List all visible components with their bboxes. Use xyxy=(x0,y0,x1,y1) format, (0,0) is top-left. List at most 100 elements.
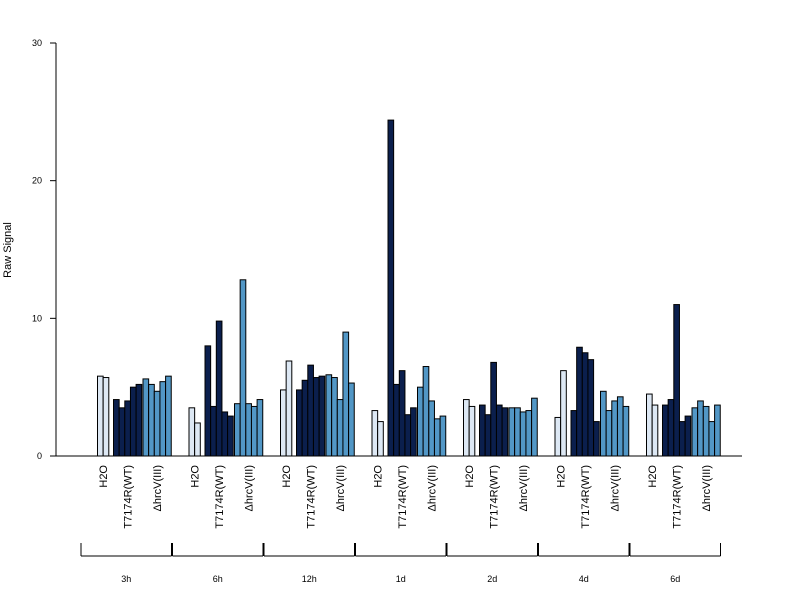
timepoint-label: 1d xyxy=(396,574,406,584)
bar xyxy=(129,386,137,457)
bar xyxy=(227,415,234,457)
bar xyxy=(159,381,167,457)
bar xyxy=(331,377,338,457)
y-axis-label: Raw Signal xyxy=(2,222,14,278)
bar xyxy=(404,414,412,457)
bar xyxy=(417,386,424,457)
bar xyxy=(135,383,143,457)
bar xyxy=(560,370,567,457)
timepoint-label: 12h xyxy=(302,574,317,584)
bar xyxy=(514,407,521,457)
bar xyxy=(102,377,110,457)
y-tick-label: 30 xyxy=(32,38,42,48)
group-label: T7174R(WT) xyxy=(580,465,592,529)
timepoint-brackets: 3h 6h 12h 1d 2d 4d 6d xyxy=(80,543,721,584)
y-tick-label: 20 xyxy=(32,176,42,186)
bars xyxy=(97,119,721,457)
bar xyxy=(519,411,527,457)
bar xyxy=(371,410,379,457)
bar xyxy=(501,407,509,457)
bar xyxy=(490,361,497,457)
timepoint-label: 6h xyxy=(213,574,223,584)
bar xyxy=(554,416,562,457)
bar xyxy=(234,403,241,457)
bar xyxy=(118,407,126,457)
bar xyxy=(165,375,172,457)
bar xyxy=(148,383,155,457)
bar xyxy=(422,366,430,457)
bar xyxy=(215,320,223,457)
bar xyxy=(611,400,618,457)
bar xyxy=(662,404,669,457)
timepoint-label: 6d xyxy=(670,574,680,584)
bar xyxy=(296,389,303,457)
bar xyxy=(377,421,384,457)
bar xyxy=(600,390,607,457)
bar xyxy=(673,304,680,457)
bar xyxy=(97,375,104,457)
bar xyxy=(307,364,314,457)
bar xyxy=(495,404,503,457)
group-label: T7174R(WT) xyxy=(489,465,501,529)
y-axis: 0 10 20 30 xyxy=(32,38,57,461)
group-label: T7174R(WT) xyxy=(397,465,409,529)
bar xyxy=(342,331,350,457)
bar xyxy=(646,393,653,457)
group-label: ΔhrcV(III) xyxy=(244,465,256,511)
bar xyxy=(153,390,161,457)
bar xyxy=(142,378,150,457)
bar xyxy=(708,421,716,457)
group-label: H2O xyxy=(556,465,568,488)
group-label: H2O xyxy=(98,465,110,488)
bar xyxy=(285,360,293,457)
bar xyxy=(398,370,406,457)
group-label: H2O xyxy=(281,465,293,488)
bar xyxy=(468,405,476,457)
y-tick-label: 0 xyxy=(37,451,42,461)
bar xyxy=(204,345,212,457)
bar xyxy=(684,415,692,457)
bar xyxy=(410,407,417,457)
bar xyxy=(587,359,595,457)
group-label: ΔhrcV(III) xyxy=(335,465,347,511)
bar xyxy=(479,404,486,457)
bar xyxy=(593,421,600,457)
group-label: T7174R(WT) xyxy=(123,465,135,529)
bar xyxy=(691,407,699,457)
bar xyxy=(667,399,675,457)
bar xyxy=(576,346,583,457)
bar xyxy=(622,405,630,457)
bar xyxy=(651,404,659,457)
group-label: H2O xyxy=(373,465,385,488)
group-label: T7174R(WT) xyxy=(214,465,226,529)
bar xyxy=(581,352,589,457)
bar xyxy=(439,415,447,457)
bar xyxy=(312,377,320,457)
group-label: ΔhrcV(III) xyxy=(152,465,164,511)
bar xyxy=(428,400,435,457)
bar xyxy=(616,396,624,457)
bar xyxy=(113,399,120,457)
bar xyxy=(393,383,400,457)
bar xyxy=(463,399,470,457)
bar xyxy=(250,405,258,457)
bar xyxy=(678,421,686,457)
bar xyxy=(531,397,538,457)
bar xyxy=(221,411,229,457)
bar xyxy=(702,405,710,457)
bar xyxy=(697,400,704,457)
y-tick-label: 10 xyxy=(32,313,42,323)
bar xyxy=(508,407,516,457)
bar xyxy=(188,407,196,457)
bar xyxy=(325,374,333,457)
bar xyxy=(318,375,326,457)
bar xyxy=(301,379,309,457)
bar xyxy=(239,279,247,457)
timepoint-label: 3h xyxy=(121,574,131,584)
timepoint-label: 2d xyxy=(487,574,497,584)
bar xyxy=(570,410,578,457)
group-label: ΔhrcV(III) xyxy=(427,465,439,511)
group-label: ΔhrcV(III) xyxy=(701,465,713,511)
bar xyxy=(433,418,441,457)
